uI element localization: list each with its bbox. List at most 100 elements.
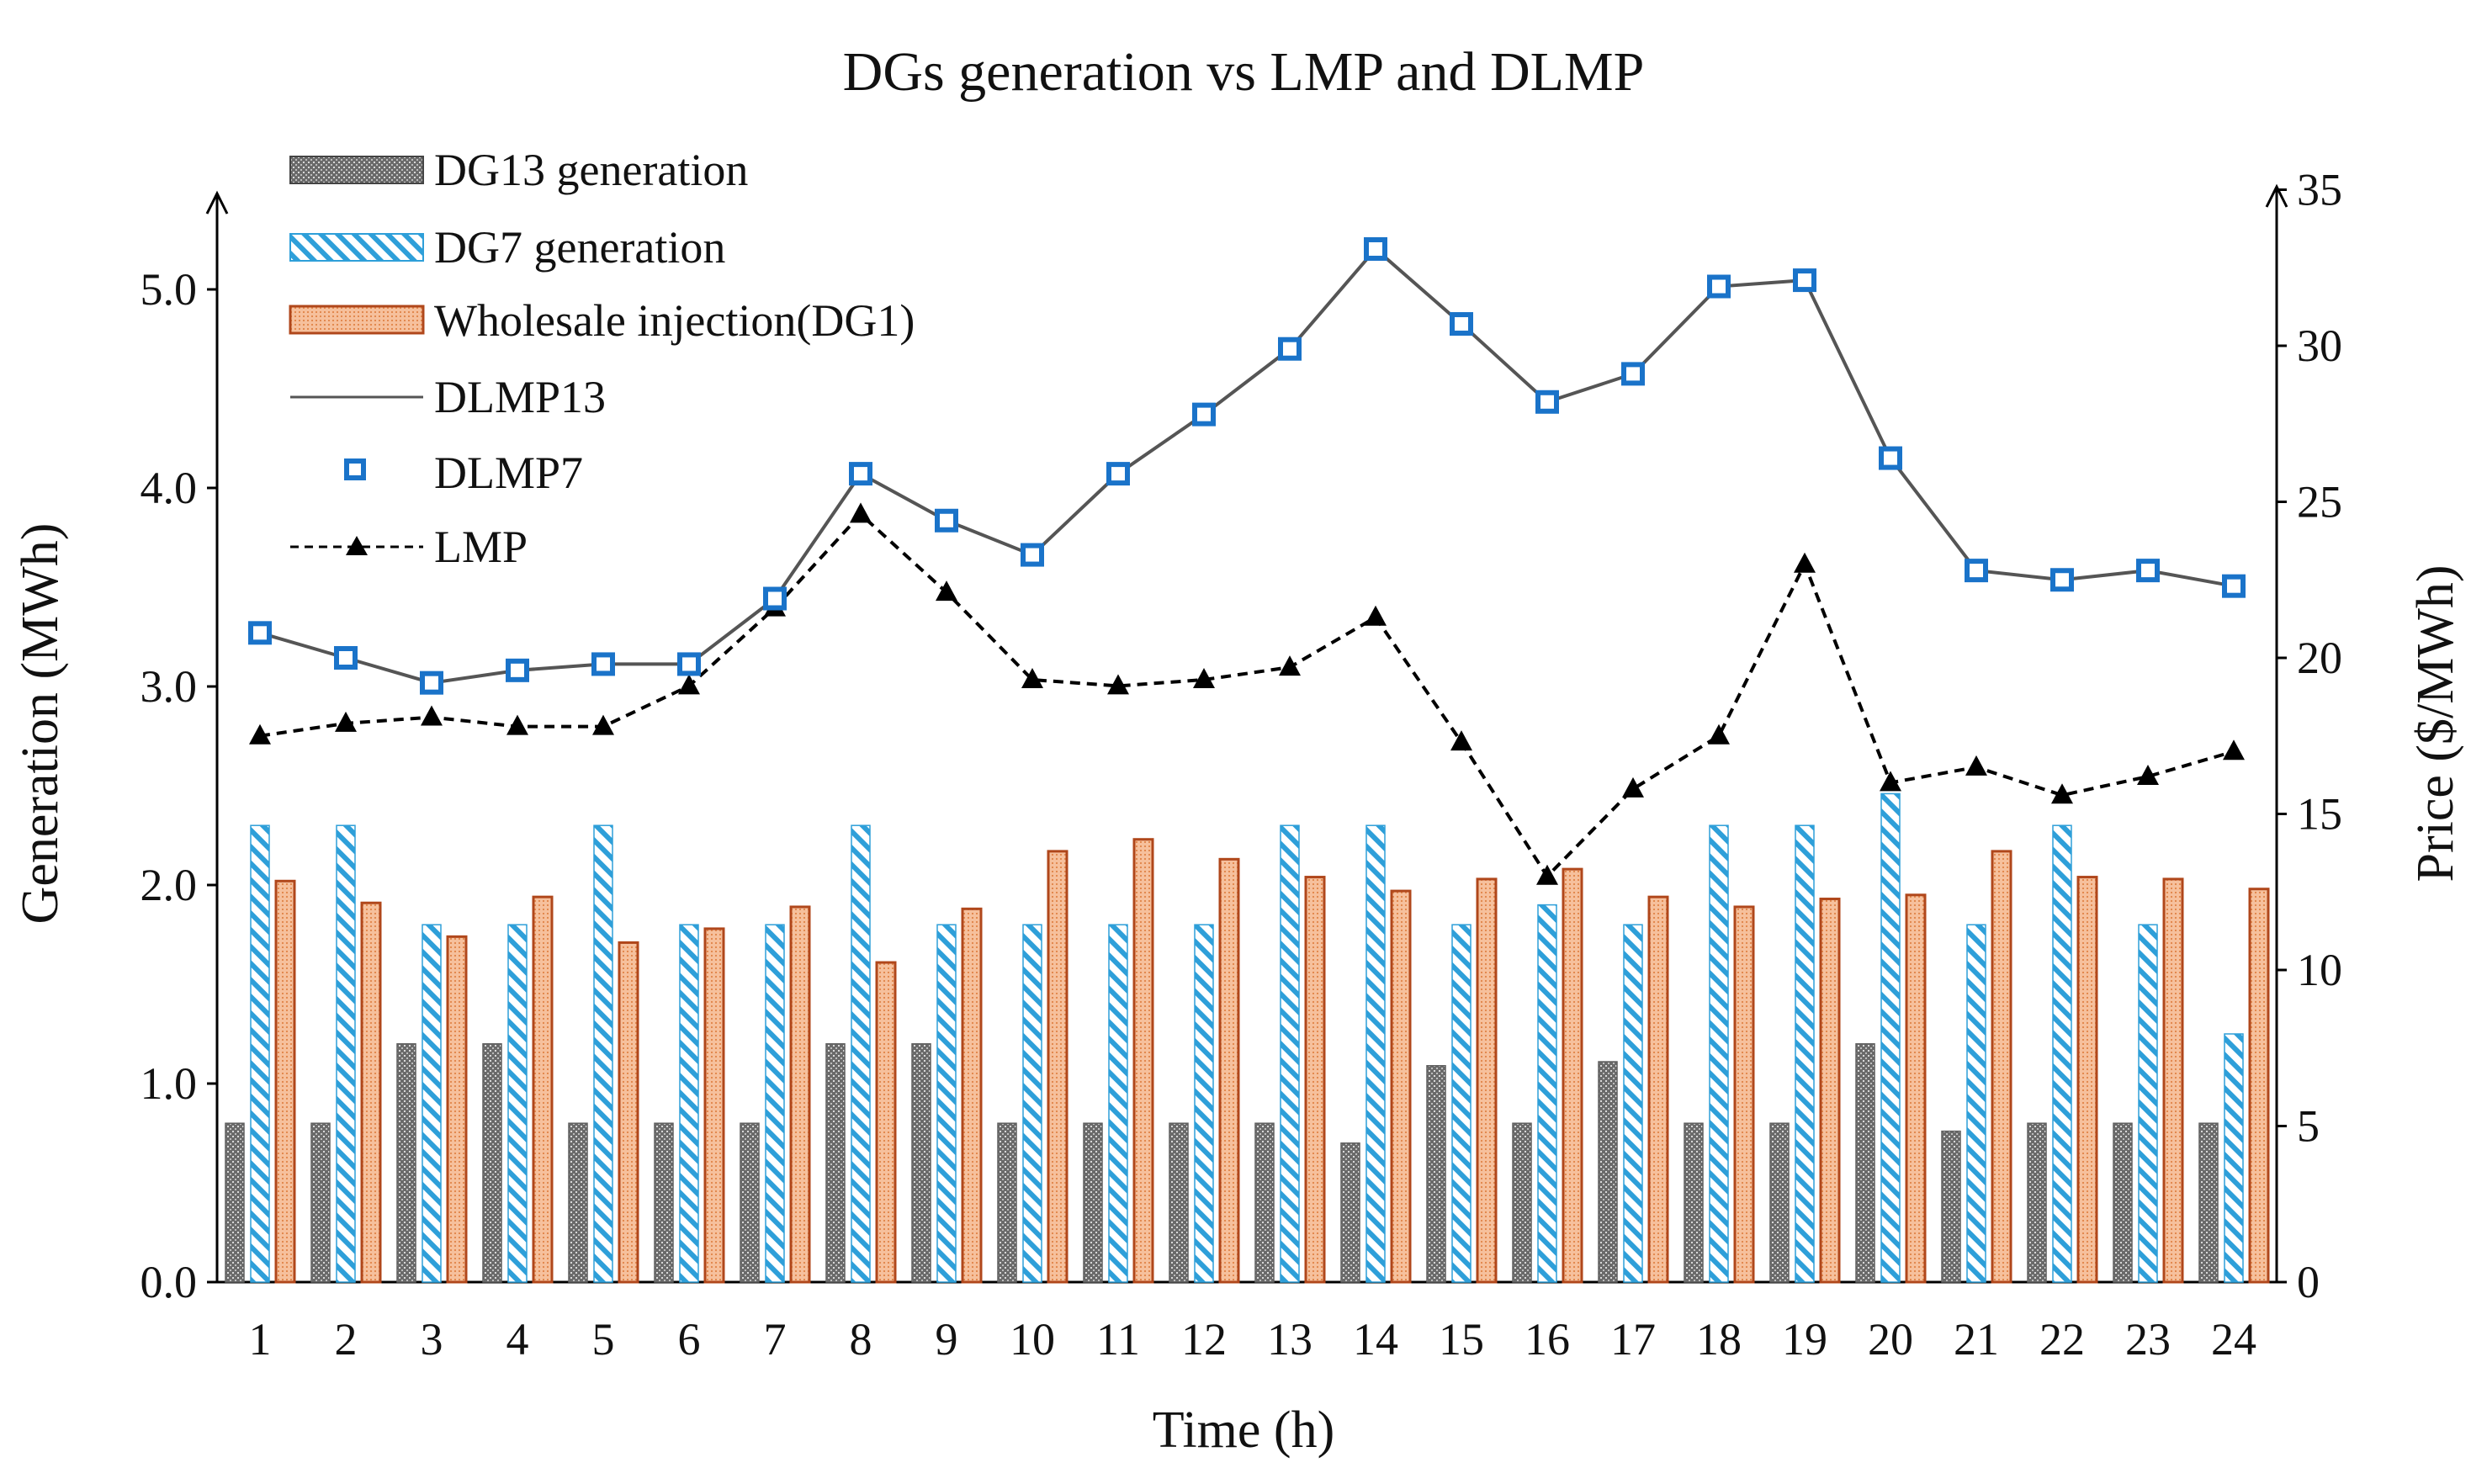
point-lmp xyxy=(1279,655,1301,676)
y-right-tick-label: 20 xyxy=(2297,633,2342,683)
point-dlmp7 xyxy=(1278,337,1302,361)
line-series-group xyxy=(248,236,2246,885)
legend-item-dg7: DG7 generation xyxy=(289,222,725,273)
bar-dg7 xyxy=(336,824,356,1283)
point-dlmp7 xyxy=(1364,236,1387,261)
bar-dg13 xyxy=(1083,1122,1103,1283)
point-lmp xyxy=(421,705,443,726)
point-dlmp7 xyxy=(1621,362,1645,386)
point-lmp xyxy=(1794,552,1816,573)
point-lmp xyxy=(2223,739,2245,761)
point-dlmp7 xyxy=(1965,559,1988,583)
bar-dg7 xyxy=(1022,924,1042,1283)
point-lmp xyxy=(506,714,528,735)
x-tick-label: 7 xyxy=(764,1314,787,1365)
bar-wholesale xyxy=(789,905,811,1284)
bar-dg7 xyxy=(1280,824,1300,1283)
bar-series-group xyxy=(225,792,2270,1284)
bar-dg7 xyxy=(250,824,270,1283)
bar-dg7 xyxy=(422,924,442,1283)
point-dlmp7 xyxy=(1879,446,1902,470)
bar-wholesale xyxy=(1047,850,1069,1284)
point-dlmp7 xyxy=(1192,402,1216,427)
bar-dg7 xyxy=(1880,792,1901,1283)
y-axis-right-title: Price ($/MWh) xyxy=(2407,564,2464,882)
bar-wholesale xyxy=(2248,888,2270,1284)
bar-dg7 xyxy=(1795,824,1815,1283)
bar-wholesale xyxy=(1905,893,1927,1284)
legend-label-lmp: LMP xyxy=(434,522,528,572)
legend-swatch-wholesale xyxy=(289,305,425,335)
point-lmp xyxy=(850,502,872,523)
bar-wholesale xyxy=(2076,876,2098,1284)
bar-dg7 xyxy=(1108,924,1128,1283)
y-right-tick-label: 35 xyxy=(2297,165,2342,215)
point-dlmp7 xyxy=(1021,543,1044,567)
point-dlmp7 xyxy=(506,658,529,682)
bar-dg13 xyxy=(1941,1130,1961,1283)
bar-wholesale xyxy=(446,935,468,1284)
bar-dg13 xyxy=(740,1122,760,1283)
point-dlmp7 xyxy=(420,670,443,695)
legend-label-wholesale: Wholesale injection(DG1) xyxy=(434,295,915,346)
x-tick-label: 1 xyxy=(249,1314,272,1365)
point-dlmp7 xyxy=(1535,390,1559,414)
bar-wholesale xyxy=(1647,895,1669,1284)
bar-dg13 xyxy=(2198,1122,2219,1283)
bar-dg7 xyxy=(2052,824,2072,1283)
bar-dg13 xyxy=(825,1043,846,1283)
y-right-tick-label: 15 xyxy=(2297,789,2342,840)
bar-dg13 xyxy=(1512,1122,1532,1283)
x-tick-label: 12 xyxy=(1181,1314,1227,1365)
legend-label-dlmp13: DLMP13 xyxy=(434,372,606,422)
x-tick-label: 19 xyxy=(1782,1314,1827,1365)
bar-dg7 xyxy=(1537,904,1557,1283)
bar-wholesale xyxy=(1132,838,1154,1284)
bar-dg13 xyxy=(1340,1142,1360,1283)
bar-wholesale xyxy=(1733,905,1755,1284)
y-right-tick-label: 0 xyxy=(2297,1257,2320,1307)
bar-wholesale xyxy=(1218,857,1240,1284)
bar-wholesale xyxy=(360,901,382,1284)
point-dlmp7 xyxy=(1793,268,1816,293)
legend-swatch-dg7 xyxy=(289,233,424,262)
bar-dg13 xyxy=(1769,1122,1790,1283)
bar-dg13 xyxy=(1254,1122,1275,1283)
x-tick-label: 20 xyxy=(1868,1314,1913,1365)
bar-dg7 xyxy=(593,824,613,1283)
bar-dg7 xyxy=(1966,924,1986,1283)
bar-dg13 xyxy=(396,1043,416,1283)
bar-dg7 xyxy=(2224,1033,2244,1283)
x-axis-title: Time (h) xyxy=(1153,1402,1334,1459)
y-axis-left-title: Generation (MWh) xyxy=(12,523,69,925)
x-tick-label: 16 xyxy=(1525,1314,1570,1365)
point-dlmp7 xyxy=(1707,274,1731,299)
x-tick-label: 18 xyxy=(1696,1314,1742,1365)
point-dlmp7 xyxy=(1106,462,1130,486)
x-tick-label: 2 xyxy=(335,1314,358,1365)
y-left-tick-label: 5.0 xyxy=(141,264,198,315)
y-axis-left-ticks: 0.0 1.0 2.0 3.0 4.0 5.0 xyxy=(141,264,217,1307)
point-dlmp7 xyxy=(334,646,358,670)
point-dlmp7 xyxy=(248,621,272,645)
y-left-tick-label: 3.0 xyxy=(141,661,198,712)
bar-wholesale xyxy=(703,927,725,1284)
bar-wholesale xyxy=(2162,877,2184,1284)
bar-wholesale xyxy=(532,895,554,1284)
x-tick-label: 21 xyxy=(1954,1314,1999,1365)
bar-dg7 xyxy=(1709,824,1729,1283)
point-lmp xyxy=(1107,674,1129,695)
legend-label-dlmp7: DLMP7 xyxy=(434,448,583,498)
point-dlmp7 xyxy=(763,586,787,611)
x-tick-label: 15 xyxy=(1439,1314,1484,1365)
bar-wholesale xyxy=(274,879,296,1284)
y-left-tick-label: 2.0 xyxy=(141,860,198,910)
bar-wholesale xyxy=(1304,876,1326,1284)
legend-item-dlmp13: DLMP13 xyxy=(290,372,606,422)
line-lmp xyxy=(259,511,2235,879)
bar-wholesale xyxy=(1991,850,2012,1284)
point-lmp xyxy=(936,580,957,602)
bar-wholesale xyxy=(618,941,639,1284)
x-tick-label: 14 xyxy=(1353,1314,1398,1365)
